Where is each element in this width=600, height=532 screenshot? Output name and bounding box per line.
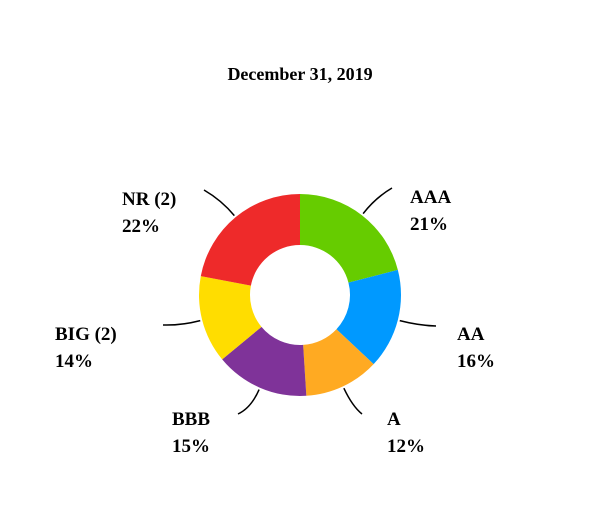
leader-line <box>362 187 393 215</box>
value-label: 21% <box>410 214 448 235</box>
category-label: AA <box>457 324 485 345</box>
value-label: 15% <box>172 436 210 457</box>
value-label: 16% <box>457 351 495 372</box>
donut-slice <box>222 326 307 396</box>
leader-line <box>237 389 260 415</box>
leader-line <box>343 387 363 415</box>
leader-line <box>203 189 235 217</box>
category-label: AAA <box>410 187 451 208</box>
donut-slice <box>336 269 402 365</box>
donut-slice <box>200 194 300 286</box>
donut-slice <box>303 329 374 396</box>
leader-line <box>399 319 437 327</box>
donut-slice <box>198 276 262 360</box>
leader-line <box>162 319 201 326</box>
category-label: NR (2) <box>122 189 176 210</box>
value-label: 22% <box>122 216 160 237</box>
category-label: BIG (2) <box>55 324 117 345</box>
category-label: BBB <box>172 409 210 430</box>
category-label: A <box>387 409 401 430</box>
value-label: 12% <box>387 436 425 457</box>
value-label: 14% <box>55 351 93 372</box>
chart-title: December 31, 2019 <box>227 64 372 84</box>
donut-slice <box>300 194 398 283</box>
